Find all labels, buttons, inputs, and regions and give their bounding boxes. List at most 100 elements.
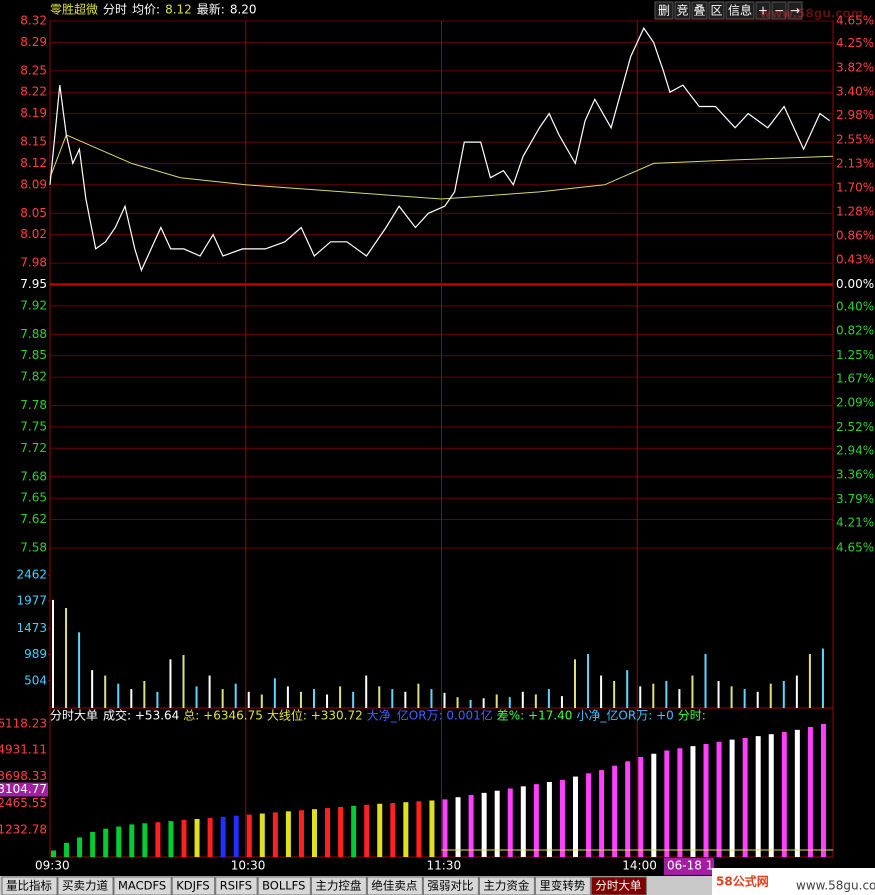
volume-bar (678, 689, 681, 708)
tab[interactable] (590, 876, 647, 895)
toolbar-label[interactable]: 叠 (693, 4, 705, 18)
toolbar-button[interactable] (691, 1, 708, 20)
toolbar-button[interactable] (787, 1, 803, 20)
big-order-bar (298, 810, 304, 857)
tab-label[interactable]: RSIFS (220, 879, 252, 893)
toolbar-label[interactable]: 竞 (676, 4, 688, 18)
y2-tick-label: 4.65% (836, 14, 874, 28)
toolbar-label[interactable]: − (774, 4, 784, 18)
tab[interactable] (215, 876, 258, 895)
big-order-bar (507, 788, 513, 857)
y2-tick-label: 3.79% (836, 492, 874, 506)
y-tick-label: 7.68 (20, 469, 47, 483)
tab[interactable] (257, 876, 311, 895)
tab-label[interactable]: 强弱对比 (427, 879, 473, 893)
toolbar-button[interactable] (725, 1, 755, 20)
volume-bar (104, 675, 107, 708)
tab-label[interactable]: 量比指标 (6, 879, 52, 893)
y-tick-label: 8.32 (20, 14, 47, 28)
toolbar-label[interactable]: 删 (658, 4, 670, 18)
volume-bar (260, 694, 263, 708)
y2-tick-label: 3.36% (836, 467, 874, 481)
tab-label[interactable]: 买卖力道 (62, 879, 108, 893)
tab[interactable] (171, 876, 216, 895)
tab[interactable] (113, 876, 172, 895)
big-order-bar (181, 820, 187, 857)
tab[interactable] (57, 876, 114, 895)
big-order-bar (129, 824, 135, 857)
y-tick-label: 7.78 (20, 398, 47, 412)
volume-bar (482, 698, 485, 708)
y-tick-label: 8.12 (20, 156, 47, 170)
tab-label[interactable]: MACDFS (118, 879, 166, 893)
toolbar-button[interactable] (674, 1, 691, 20)
volume-bar (691, 675, 694, 708)
legend-item: 差%: +17.40 (497, 709, 573, 723)
big-order-bar (546, 782, 552, 857)
big-order-bar (664, 750, 670, 857)
big-order-bar (481, 792, 487, 857)
y-tick-label: 8.05 (20, 206, 47, 220)
tab[interactable] (478, 876, 535, 895)
tab[interactable] (422, 876, 479, 895)
big-order-bar (142, 823, 148, 857)
marker-label: +3104.77 (0, 782, 47, 796)
volume-bar (404, 691, 407, 708)
toolbar-button[interactable] (654, 1, 674, 20)
big-order-bar (194, 818, 200, 857)
big-order-bar (742, 737, 748, 857)
watermark-brand: 58公式网 (716, 874, 769, 889)
big-order-bar (807, 727, 813, 857)
volume-bar (208, 675, 211, 708)
big-order-bar (338, 807, 344, 857)
toolbar-label[interactable]: + (758, 4, 768, 18)
big-order-bar (259, 813, 265, 857)
tab-label[interactable]: 绝佳卖点 (371, 879, 417, 893)
volume-bar (534, 694, 537, 708)
big-order-bar (155, 822, 161, 857)
big-order-bar (625, 761, 631, 857)
y2-tick-label: 3.82% (836, 61, 874, 75)
toolbar-label[interactable]: 区 (710, 4, 722, 18)
toolbar-button[interactable] (771, 1, 787, 20)
marker-box (0, 782, 48, 797)
big-order-bar (207, 817, 213, 857)
big-order-bar (64, 842, 70, 857)
y2-tick-label: 0.40% (836, 300, 874, 314)
volume-bar (182, 655, 185, 708)
volume-bar (443, 692, 446, 708)
volume-bar (730, 686, 733, 708)
tab[interactable] (1, 876, 58, 895)
y2-tick-label: 1.70% (836, 181, 874, 195)
tab-label[interactable]: 主力资金 (483, 879, 529, 893)
volume-bar (795, 675, 798, 708)
toolbar-label[interactable]: 信息 (728, 3, 752, 18)
tab-label[interactable]: 主力控盘 (315, 879, 361, 893)
big-order-bar (494, 790, 500, 857)
y2-tick-label: 3.40% (836, 84, 874, 98)
toolbar-button[interactable] (708, 1, 725, 20)
volume-bar (378, 686, 381, 708)
y2-tick-label: 2.52% (836, 420, 874, 434)
y-tick-label: 989 (24, 647, 47, 661)
tab[interactable] (310, 876, 367, 895)
big-order-bar (533, 784, 539, 857)
y-tick-label: 8.15 (20, 135, 47, 149)
tab[interactable] (366, 876, 423, 895)
volume-bar (574, 659, 576, 708)
volume-bar (587, 653, 590, 708)
tab-label[interactable]: BOLLFS (262, 879, 305, 893)
legend-item: 成交: +53.64 (103, 708, 179, 723)
big-order-bar (377, 803, 383, 857)
y-tick-label: 7.62 (20, 512, 47, 526)
header-text: 8.20 (230, 3, 257, 17)
tab-label[interactable]: 分时大单 (595, 879, 641, 893)
tab-label[interactable]: 里变转势 (539, 879, 585, 893)
volume-bar (286, 686, 289, 708)
toolbar-label[interactable]: → (790, 4, 800, 18)
average-line (49, 134, 834, 200)
tab-label[interactable]: KDJFS (176, 879, 210, 893)
tab[interactable] (534, 876, 591, 895)
toolbar-button[interactable] (755, 1, 771, 20)
